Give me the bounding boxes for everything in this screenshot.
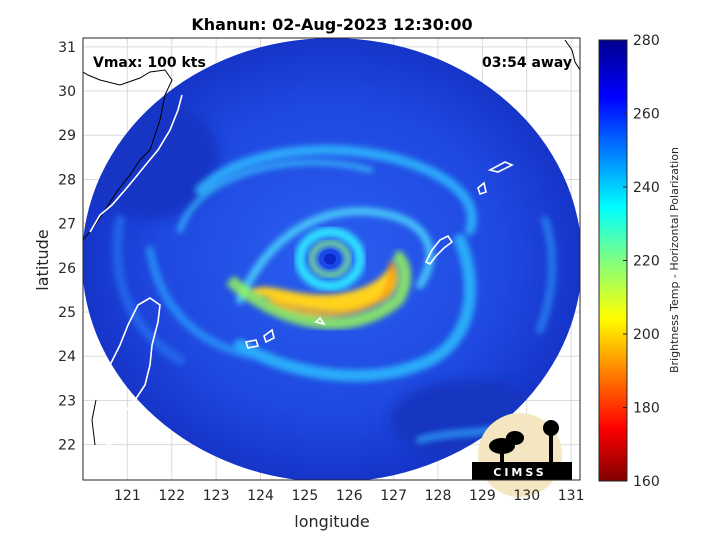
x-tick-label: 130 [513, 488, 540, 504]
y-tick-label: 29 [58, 128, 76, 144]
figure-title: Khanun: 02-Aug-2023 12:30:00 [191, 15, 472, 34]
colorbar-gradient [598, 39, 628, 482]
x-tick-label: 124 [247, 488, 274, 504]
x-axis-label: longitude [294, 512, 369, 531]
colorbar-tick-label: 180 [633, 401, 660, 417]
colorbar-tick-label: 200 [633, 327, 660, 343]
x-tick-label: 126 [336, 488, 363, 504]
x-tick-label: 123 [203, 488, 230, 504]
x-tick-labels: 121 122 123 124 125 126 127 128 129 130 131 [114, 488, 584, 504]
y-tick-label: 28 [58, 172, 76, 188]
colorbar-label: Brightness Temp - Horizontal Polarizatio… [668, 147, 681, 373]
x-tick-label: 125 [292, 488, 319, 504]
colorbar-tick-label: 280 [633, 33, 660, 49]
y-tick-label: 24 [58, 349, 76, 365]
colorbar: 160 180 200 220 240 260 280 Brightness Temp - … [598, 33, 681, 490]
colorbar-tick-label: 220 [633, 254, 660, 270]
vmax-label: Vmax: 100 kts [93, 55, 206, 71]
cimss-logo: CIMSS [472, 413, 572, 497]
y-tick-label: 31 [58, 40, 76, 56]
x-tick-label: 128 [425, 488, 452, 504]
colorbar-tick-label: 160 [633, 474, 660, 490]
y-tick-labels: 22 23 24 25 26 27 28 29 30 31 [58, 40, 76, 454]
logo-text: CIMSS [493, 466, 546, 479]
x-tick-label: 131 [558, 488, 585, 504]
y-tick-label: 25 [58, 305, 76, 321]
y-tick-label: 27 [58, 217, 76, 233]
y-tick-label: 23 [58, 393, 76, 409]
plot-frame [82, 37, 581, 481]
coastlines [83, 39, 580, 448]
colorbar-tick-label: 240 [633, 180, 660, 196]
y-tick-label: 26 [58, 261, 76, 277]
colorbar-tick-label: 260 [633, 107, 660, 123]
time-away-label: 03:54 away [482, 55, 572, 71]
colorbar-tick-labels: 160 180 200 220 240 260 280 [623, 33, 660, 490]
x-tick-label: 121 [114, 488, 141, 504]
x-tick-label: 122 [158, 488, 185, 504]
x-tick-label: 129 [469, 488, 496, 504]
y-tick-label: 30 [58, 84, 76, 100]
y-axis-label: latitude [33, 229, 52, 290]
y-tick-label: 22 [58, 438, 76, 454]
x-tick-label: 127 [380, 488, 407, 504]
